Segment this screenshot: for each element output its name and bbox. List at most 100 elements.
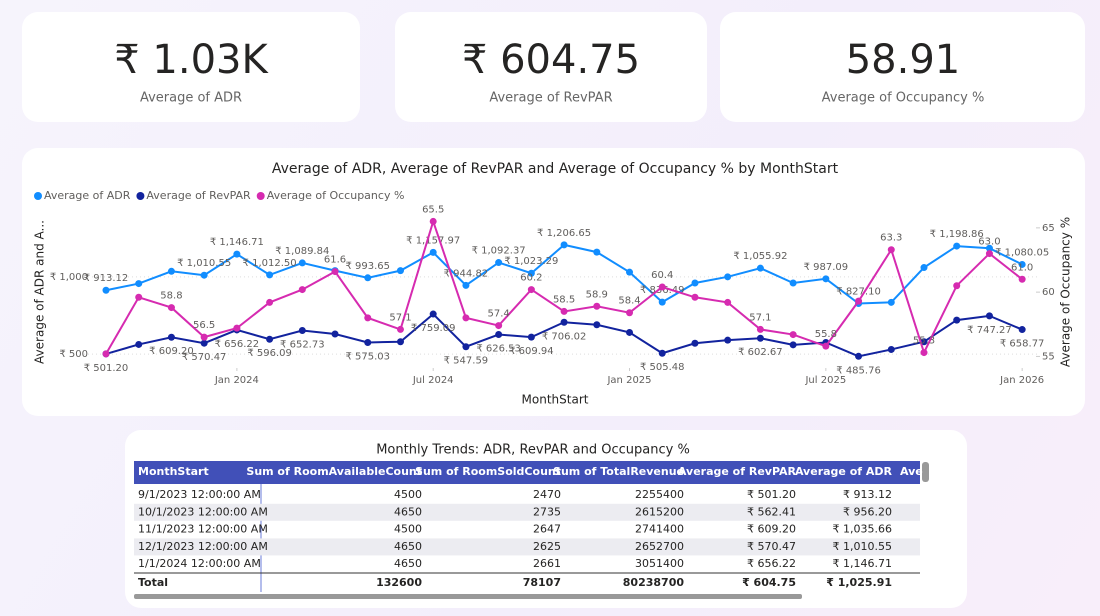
table-cell: ₹ 570.47 [747, 540, 796, 553]
table-cell: 2255400 [635, 488, 684, 501]
table-cell: ₹ 656.22 [747, 557, 796, 570]
data-label: ₹ 1,080.05 [995, 247, 1049, 258]
data-point [266, 335, 274, 343]
data-label: 60.4 [651, 270, 673, 281]
data-point [724, 336, 732, 344]
data-point [331, 268, 339, 276]
data-point [626, 328, 634, 336]
legend-label: Average of ADR [44, 189, 131, 202]
data-point [920, 264, 928, 272]
data-point [429, 248, 437, 256]
table-title: Monthly Trends: ADR, RevPAR and Occupanc… [376, 443, 690, 458]
data-label: 61.0 [1011, 262, 1033, 273]
data-point [495, 331, 503, 339]
x-tick-label: Jan 2026 [999, 375, 1044, 386]
data-point [527, 333, 535, 341]
data-label: ₹ 913.12 [84, 273, 129, 284]
table-cell: 132600 [376, 576, 422, 589]
data-point [756, 325, 764, 333]
table-cell: 2615200 [635, 505, 684, 518]
v-scrollbar [922, 462, 929, 482]
data-label: ₹ 1,206.65 [537, 228, 591, 239]
data-label: 65.5 [422, 204, 444, 215]
data-label: ₹ 501.20 [84, 363, 129, 374]
data-label: 57.1 [749, 312, 771, 323]
data-point [364, 274, 372, 282]
data-point [920, 349, 928, 357]
data-point [789, 279, 797, 287]
table-cell: ₹ 562.41 [747, 505, 796, 518]
table-cell: Total [138, 576, 168, 589]
data-label: ₹ 706.02 [542, 331, 587, 342]
data-label: ₹ 1,157.97 [406, 235, 460, 246]
data-label: 58.8 [160, 291, 182, 302]
x-tick-label: Jan 2024 [214, 375, 259, 386]
legend-marker [136, 192, 145, 200]
data-label: ₹ 1,092.37 [472, 246, 526, 257]
data-point [364, 314, 372, 322]
data-point [658, 298, 666, 306]
data-point [266, 298, 274, 306]
data-point [1018, 326, 1026, 334]
data-point [429, 310, 437, 318]
data-point [822, 275, 830, 283]
table-cell: ₹ 1,010.55 [833, 540, 892, 553]
legend-marker [34, 192, 42, 200]
data-point [298, 286, 306, 294]
data-point [691, 293, 699, 301]
kpi-label: Average of Occupancy % [822, 91, 985, 106]
data-point [495, 322, 503, 330]
data-point [200, 271, 208, 279]
data-point [658, 349, 666, 357]
data-point [985, 250, 993, 258]
data-label: ₹ 547.59 [444, 356, 489, 367]
table-header: MonthStart [138, 465, 209, 478]
table-cell: ₹ 956.20 [843, 505, 892, 518]
kpi-card [720, 12, 1085, 122]
table-header: Average of ADR [795, 465, 893, 478]
table-cell: 80238700 [623, 576, 685, 589]
data-label: ₹ 1,198.86 [930, 229, 984, 240]
data-point [135, 280, 143, 288]
table-cell: 4650 [394, 540, 422, 553]
data-point [298, 326, 306, 334]
data-point [920, 338, 928, 346]
data-label: ₹ 609.94 [509, 346, 554, 357]
data-point [396, 267, 404, 275]
data-label: 58.5 [553, 294, 575, 305]
data-label: 58.9 [586, 289, 608, 300]
data-point [396, 338, 404, 346]
data-point [789, 331, 797, 339]
data-point [855, 297, 863, 305]
y2-tick-label: 60 [1042, 287, 1055, 298]
table-header: Sum of RoomSoldCount [415, 465, 561, 478]
legend-marker [256, 192, 265, 200]
data-label: 61.6 [324, 255, 346, 266]
table-cell: 11/1/2023 12:00:00 AM [138, 523, 268, 536]
data-point [789, 341, 797, 349]
data-label: ₹ 759.09 [411, 323, 456, 334]
y2-tick-label: 65 [1042, 223, 1055, 234]
y-axis-label: Average of ADR and A... [33, 220, 47, 364]
data-label: ₹ 944.82 [444, 268, 489, 279]
data-point [1018, 275, 1026, 283]
table-cell: 12/1/2023 12:00:00 AM [138, 540, 268, 553]
data-label: 55.3 [913, 336, 935, 347]
data-label: ₹ 987.09 [804, 262, 849, 273]
data-label: ₹ 626.53 [476, 344, 521, 355]
row-band [134, 503, 920, 521]
data-label: ₹ 993.65 [345, 261, 390, 272]
data-label: 56.5 [193, 320, 215, 331]
table-cell: ₹ 1,025.91 [826, 576, 892, 589]
data-label: 63.0 [978, 237, 1000, 248]
data-point [626, 309, 634, 317]
data-label: ₹ 570.47 [182, 352, 227, 363]
data-label: ₹ 827.10 [836, 287, 881, 298]
data-point [396, 325, 404, 333]
table-cell: ₹ 913.12 [843, 488, 892, 501]
data-point [200, 333, 208, 341]
data-label: ₹ 1,023.29 [504, 256, 558, 267]
table-header: Ave [900, 465, 923, 478]
